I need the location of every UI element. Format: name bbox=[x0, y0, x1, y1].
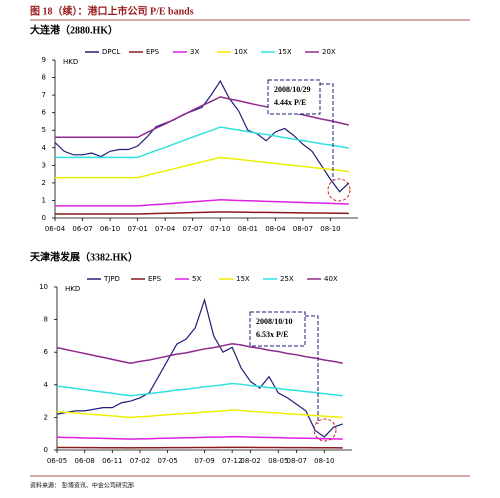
legend-label: 3X bbox=[190, 48, 199, 56]
x-tick-label: 07-04 bbox=[155, 225, 176, 233]
annotation-leader bbox=[305, 315, 319, 424]
y-tick-label: 6 bbox=[44, 348, 49, 356]
y-tick-label: 6 bbox=[42, 109, 47, 117]
source: 资料来源： 彭博资讯、中金公司研究部 bbox=[30, 482, 134, 490]
y-tick-label: 1 bbox=[42, 196, 46, 204]
legend-label: 5X bbox=[192, 275, 201, 283]
chart-title: 天津港发展（3382.HK） bbox=[30, 250, 138, 263]
x-tick-label: 06-11 bbox=[102, 457, 122, 465]
y-tick-label: 4 bbox=[42, 144, 47, 152]
x-tick-label: 08-07 bbox=[293, 225, 313, 233]
y-tick-label: 2 bbox=[44, 413, 48, 421]
annotation-text: 4.44x P/E bbox=[274, 98, 306, 107]
series-line bbox=[56, 435, 343, 440]
legend-label: 10X bbox=[234, 48, 248, 56]
y-tick-label: 5 bbox=[42, 126, 46, 134]
x-tick-label: 08-01 bbox=[238, 225, 258, 233]
annotation-text: 6.53x P/E bbox=[256, 330, 288, 339]
x-tick-label: 07-01 bbox=[127, 225, 147, 233]
y-tick-label: 2 bbox=[42, 179, 46, 187]
series-line bbox=[56, 382, 343, 397]
series-line bbox=[55, 126, 349, 159]
legend-label: 15X bbox=[236, 275, 250, 283]
figure-title: 图 18（续）：港口上市公司 P/E bands bbox=[30, 4, 194, 17]
annotation-text: 2008/10/29 bbox=[274, 85, 310, 94]
y-tick-label: 10 bbox=[39, 283, 48, 291]
series-line bbox=[55, 156, 349, 179]
x-tick-label: 08-05 bbox=[268, 457, 288, 465]
x-tick-label: 07-02 bbox=[130, 457, 150, 465]
x-tick-label: 08-10 bbox=[320, 225, 340, 233]
x-tick-label: 06-07 bbox=[72, 225, 92, 233]
y-tick-label: 9 bbox=[42, 56, 46, 64]
annotation-text: 2008/10/10 bbox=[256, 317, 292, 326]
legend-label: 25X bbox=[280, 275, 294, 283]
y-tick-label: 7 bbox=[42, 91, 46, 99]
x-tick-label: 07-05 bbox=[157, 457, 177, 465]
series-line bbox=[56, 342, 343, 365]
x-tick-label: 08-04 bbox=[265, 225, 286, 233]
y-axis-label: HKD bbox=[63, 58, 78, 66]
x-tick-label: 08-02 bbox=[240, 457, 260, 465]
annotation-circle bbox=[327, 178, 351, 202]
y-tick-label: 0 bbox=[44, 446, 48, 454]
series-line bbox=[55, 211, 349, 215]
x-tick-label: 06-10 bbox=[100, 225, 120, 233]
y-tick-label: 3 bbox=[42, 161, 46, 169]
annotation-leader bbox=[320, 83, 334, 180]
series-line bbox=[56, 297, 343, 438]
legend-label: 20X bbox=[322, 48, 336, 56]
y-tick-label: 0 bbox=[42, 214, 46, 222]
chart-title: 大连港（2880.HK） bbox=[30, 23, 118, 36]
x-tick-label: 07-09 bbox=[194, 457, 214, 465]
series-line bbox=[56, 409, 343, 419]
legend-label: 40X bbox=[324, 275, 338, 283]
x-tick-label: 08-07 bbox=[287, 457, 307, 465]
x-tick-label: 07-12 bbox=[222, 457, 242, 465]
x-tick-label: 06-04 bbox=[45, 225, 66, 233]
series-line bbox=[55, 198, 349, 207]
y-tick-label: 8 bbox=[42, 74, 46, 82]
x-tick-label: 06-08 bbox=[74, 457, 94, 465]
y-axis-label: HKD bbox=[65, 285, 80, 293]
legend-label: EPS bbox=[146, 48, 160, 56]
y-tick-label: 4 bbox=[44, 381, 49, 389]
legend-label: DPCL bbox=[102, 48, 120, 56]
x-tick-label: 07-10 bbox=[210, 225, 230, 233]
annotation-box bbox=[267, 79, 321, 115]
x-tick-label: 07-07 bbox=[183, 225, 203, 233]
series-line bbox=[54, 79, 350, 193]
x-tick-label: 08-10 bbox=[314, 457, 334, 465]
legend-label: 15X bbox=[278, 48, 292, 56]
x-tick-label: 06-05 bbox=[47, 457, 67, 465]
series-line bbox=[55, 96, 349, 138]
legend-label: TJPD bbox=[103, 275, 120, 283]
legend-label: EPS bbox=[148, 275, 162, 283]
y-tick-label: 8 bbox=[44, 316, 48, 324]
annotation-circle bbox=[313, 418, 337, 442]
annotation-box bbox=[249, 311, 306, 347]
